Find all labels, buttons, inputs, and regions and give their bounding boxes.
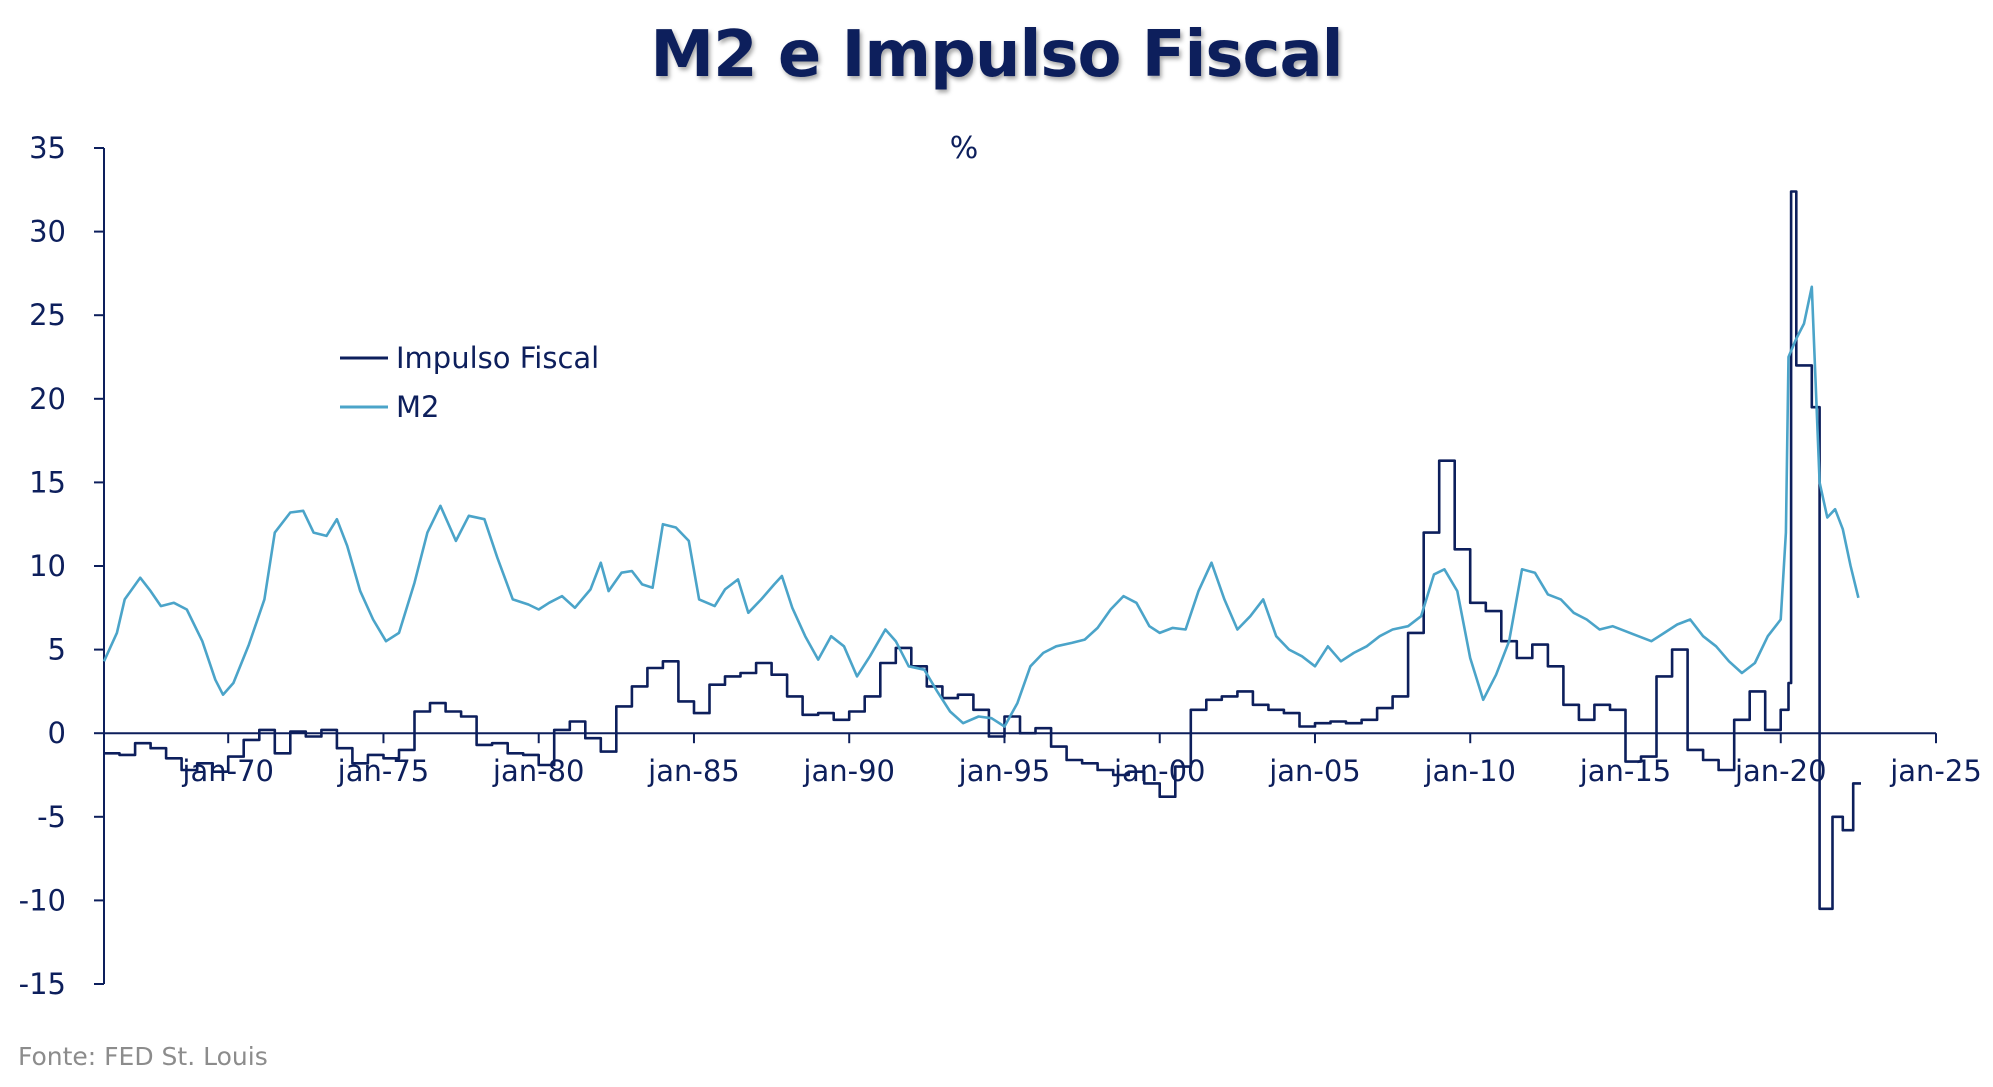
y-tick-label: 15 bbox=[29, 465, 66, 499]
x-tick-label: jan-90 bbox=[802, 754, 895, 788]
x-tick-label: jan-10 bbox=[1423, 754, 1516, 788]
y-tick-label: 25 bbox=[29, 298, 66, 332]
y-tick-label: -5 bbox=[37, 800, 66, 834]
y-tick-label: -10 bbox=[19, 883, 66, 917]
series-line-impulso-fiscal bbox=[104, 190, 1861, 911]
x-tick-label: jan-25 bbox=[1889, 754, 1982, 788]
series-lines bbox=[102, 190, 1861, 911]
y-tick-label: 10 bbox=[29, 549, 66, 583]
legend-label: Impulso Fiscal bbox=[396, 341, 599, 375]
y-tick-label: 30 bbox=[29, 215, 66, 249]
axes bbox=[103, 148, 1936, 984]
chart-title: M2 e Impulso Fiscal bbox=[650, 18, 1343, 92]
x-tick-label: jan-20 bbox=[1734, 754, 1827, 788]
x-tick-label: jan-05 bbox=[1268, 754, 1361, 788]
y-tick-label: 35 bbox=[29, 131, 66, 165]
legend: Impulso Fiscal M2 bbox=[340, 341, 599, 424]
chart-subtitle: % bbox=[950, 131, 979, 166]
y-tick-label: 0 bbox=[48, 716, 66, 750]
y-axis-ticks: 35 30 25 20 15 10 5 0 -5 -10 -15 bbox=[19, 131, 104, 1001]
legend-label: M2 bbox=[396, 390, 439, 424]
x-tick-label: jan-85 bbox=[647, 754, 740, 788]
series-line-m2 bbox=[102, 285, 1860, 728]
y-tick-label: 5 bbox=[48, 633, 66, 667]
x-tick-label: jan-95 bbox=[958, 754, 1051, 788]
y-tick-label: 20 bbox=[29, 382, 66, 416]
source-note: Fonte: FED St. Louis bbox=[18, 1042, 268, 1071]
y-tick-label: -15 bbox=[19, 967, 66, 1001]
